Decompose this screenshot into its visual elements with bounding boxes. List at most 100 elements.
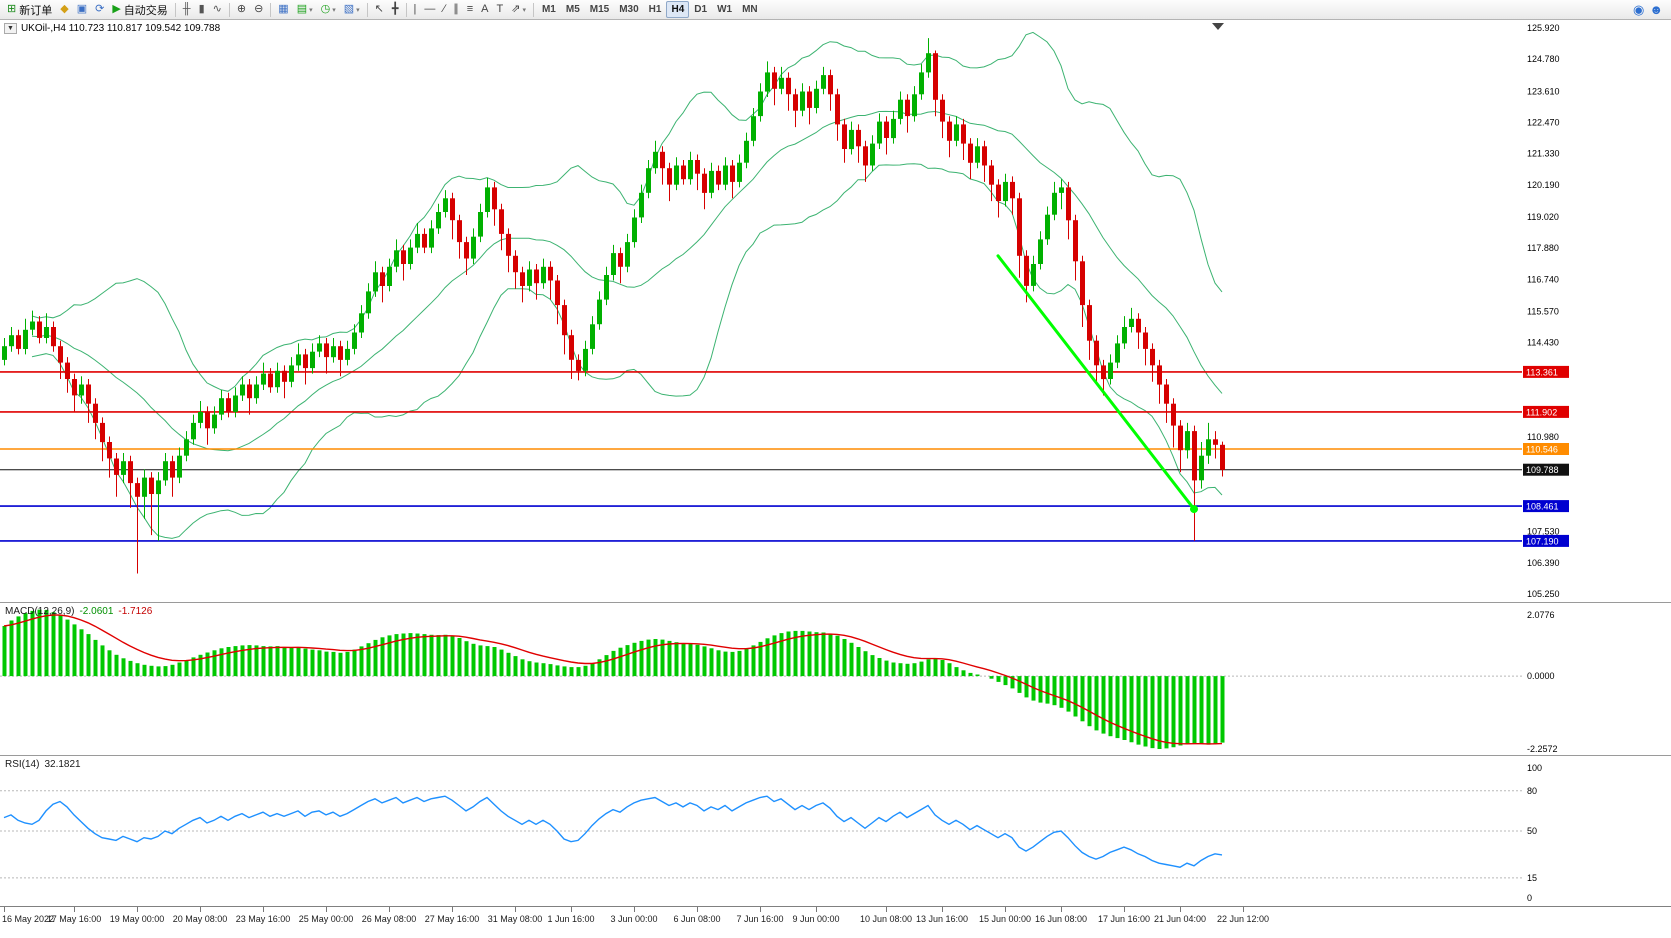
time-axis-tick: [1243, 907, 1244, 912]
price-marker-110.546: 110.546: [1523, 443, 1569, 455]
tile-windows-button[interactable]: ▦: [274, 0, 292, 19]
horizontal-line-button[interactable]: ―: [420, 0, 439, 19]
timeframe-m1-button[interactable]: M1: [541, 4, 556, 15]
rsi-scale[interactable]: 100 80 50 15 0: [1527, 763, 1542, 903]
candle: [324, 338, 329, 374]
candle: [709, 162, 714, 199]
cursor-button[interactable]: ↖: [371, 0, 388, 19]
candle: [233, 387, 238, 418]
candlestick-chart-button[interactable]: ▮: [195, 0, 209, 19]
price-scale-tick: 107.530: [1527, 527, 1560, 537]
channel-button[interactable]: ∥: [449, 0, 463, 19]
timeframe-h4-button[interactable]: H4: [666, 1, 690, 18]
timeframe-mn-button[interactable]: MN: [742, 4, 758, 15]
time-axis-tick: [1005, 907, 1006, 912]
zoom-out-button[interactable]: ⊖: [250, 0, 267, 19]
macd-scale[interactable]: 2.0776 0.0000 -2.2572: [1527, 610, 1558, 754]
profile-icon[interactable]: ☻: [1649, 2, 1663, 17]
trend-line-endpoint[interactable]: [1190, 505, 1198, 514]
bar-chart-button[interactable]: ╫: [179, 0, 195, 19]
zoom-in-icon: ⊕: [236, 3, 247, 15]
candle: [1101, 359, 1106, 396]
candle: [548, 261, 553, 300]
candle: [219, 390, 224, 421]
data-window-button[interactable]: ▣: [73, 0, 91, 19]
candle: [1094, 335, 1099, 382]
price-scale-tick: 125.920: [1527, 23, 1560, 33]
arrows-button[interactable]: ⇗ ▾: [507, 0, 530, 19]
candle: [436, 203, 441, 234]
candle: [786, 72, 791, 111]
vertical-line-button[interactable]: |: [410, 0, 421, 19]
trendline-button[interactable]: ∕: [439, 0, 449, 19]
candle: [1066, 181, 1071, 240]
time-axis-tick: [389, 907, 390, 912]
timeframe-m15-button[interactable]: M15: [589, 4, 610, 15]
auto-trading-button[interactable]: ▶ 自动交易: [108, 0, 171, 19]
timeframe-h1-button[interactable]: H1: [648, 4, 662, 15]
chart-shift-marker-icon[interactable]: [1212, 23, 1224, 30]
indicators-button[interactable]: ▤ ▾: [293, 0, 317, 19]
macd-panel[interactable]: 2.0776 0.0000 -2.2572 MACD(12,26,9) -2.0601…: [0, 602, 1671, 755]
price-chart-panel[interactable]: 125.920 124.780 123.610 122.470 121.330 120.1…: [0, 20, 1671, 602]
time-axis-tick: [74, 907, 75, 912]
market-watch-button[interactable]: ◆: [56, 0, 72, 19]
text-label-button[interactable]: T: [492, 0, 507, 19]
candle: [1178, 420, 1183, 473]
timeframe-m30-button[interactable]: M30: [619, 4, 639, 15]
time-axis[interactable]: 16 May 2022 17 May 16:00 19 May 00:00 20 Ma…: [0, 906, 1671, 938]
templates-button[interactable]: ▧ ▾: [340, 0, 364, 19]
crosshair-icon: ╋: [391, 3, 399, 15]
candle: [492, 181, 497, 226]
refresh-button[interactable]: ⟳: [91, 0, 108, 19]
candle: [982, 140, 987, 182]
line-chart-button[interactable]: ∿: [209, 0, 226, 19]
timeframe-d1-button[interactable]: D1: [694, 4, 708, 15]
candle: [569, 329, 574, 379]
horizontal-lines[interactable]: [0, 371, 1522, 542]
candle: [835, 88, 840, 141]
candle: [198, 401, 203, 429]
new-order-button[interactable]: ⊞ 新订单: [3, 0, 56, 19]
candle: [485, 177, 490, 218]
candle: [751, 108, 756, 147]
price-marker-108.461: 108.461: [1523, 500, 1569, 513]
candle: [1003, 173, 1008, 207]
zoom-in-button[interactable]: ⊕: [233, 0, 250, 19]
crosshair-button[interactable]: ╋: [388, 0, 403, 19]
time-axis-label: 21 Jun 04:00: [1153, 914, 1207, 924]
time-axis-label: 9 Jun 00:00: [792, 914, 840, 924]
candle: [1220, 441, 1225, 477]
symbol-dropdown-icon[interactable]: ▼: [4, 23, 17, 34]
text-button[interactable]: A: [477, 0, 492, 19]
rsi-panel[interactable]: 100 80 50 15 0 RSI(14) 32.1821: [0, 755, 1671, 906]
trend-line[interactable]: [996, 254, 1198, 514]
symbol-ohlc-label[interactable]: ▼ UKOil-,H4 110.723 110.817 109.542 109.…: [4, 23, 220, 34]
rsi-canvas[interactable]: 100 80 50 15 0: [0, 756, 1671, 906]
candle: [688, 151, 693, 185]
periods-button[interactable]: ◷ ▾: [317, 0, 340, 19]
macd-canvas[interactable]: 2.0776 0.0000 -2.2572: [0, 603, 1671, 755]
chevron-down-icon: ▾: [332, 6, 336, 14]
candle: [44, 313, 49, 344]
timeframe-w1-button[interactable]: W1: [717, 4, 733, 15]
candle: [667, 162, 672, 202]
candle: [156, 472, 161, 541]
candle: [842, 118, 847, 163]
search-icon[interactable]: ◉: [1632, 2, 1645, 17]
macd-signal-line: [3, 614, 1223, 745]
timeframe-m5-button[interactable]: M5: [565, 4, 580, 15]
candle: [128, 455, 133, 508]
price-scale[interactable]: 125.920 124.780 123.610 122.470 121.330 120.1…: [1523, 23, 1569, 599]
candle: [604, 266, 609, 306]
fibonacci-button[interactable]: ≡: [463, 0, 477, 19]
text-icon: A: [481, 3, 489, 15]
price-chart-canvas[interactable]: 125.920 124.780 123.610 122.470 121.330 120.1…: [0, 20, 1671, 602]
candle: [772, 66, 777, 106]
price-scale-tick: 119.020: [1527, 212, 1559, 222]
candle: [359, 305, 364, 338]
candle: [275, 362, 280, 393]
candle: [1199, 442, 1204, 489]
time-axis-label: 19 May 00:00: [109, 914, 165, 924]
candle: [142, 469, 147, 519]
